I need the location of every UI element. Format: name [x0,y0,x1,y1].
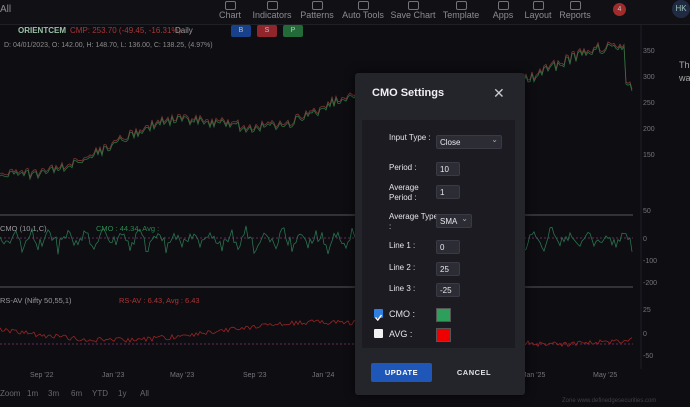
toolbar-icon [533,1,544,10]
field-input[interactable]: 25 [436,262,460,276]
timeframe[interactable]: Daily [175,26,193,35]
side-text: Th [679,60,690,70]
side-text: wa [679,73,690,83]
settings-panel: Input Type : Close ⌄ Period :10 Average Peri… [362,120,515,348]
toolbar-item[interactable]: Chart [205,1,255,20]
toolbar-item[interactable]: Patterns [292,1,342,20]
axis-label: 350 [643,48,655,55]
axis-label: 0 [643,331,647,338]
close-button[interactable]: ✕ [493,85,505,101]
zoom-button[interactable]: All [140,389,149,398]
x-label: Sep '22 [30,372,54,379]
toolbar-icon [570,1,581,10]
axis-label: 300 [643,74,655,81]
toolbar-item[interactable]: Save Chart [388,1,438,20]
field-input[interactable]: 10 [436,162,460,176]
settings-modal: CMO Settings ✕ Input Type : Close ⌄ Period … [355,73,525,395]
zoom-button[interactable]: 3m [48,389,60,398]
checkbox[interactable] [374,309,383,322]
watermark: Zone www.definedgesecurities.com [562,398,657,404]
update-button[interactable]: UPDATE [371,363,432,382]
price-line [0,41,633,179]
x-label: Jan '24 [312,372,335,379]
trade-button[interactable]: B [231,25,251,37]
zoom-button[interactable]: YTD [92,389,108,398]
cancel-button[interactable]: CANCEL [456,368,492,377]
zoom-button[interactable]: 1y [118,389,127,398]
axis-label: -50 [643,353,654,360]
toolbar-item[interactable]: Layout [513,1,563,20]
toolbar-item[interactable]: Indicators [247,1,297,20]
field-label: Average Period : [389,183,419,202]
axis-label: -200 [643,280,658,287]
toolbar-item[interactable]: Reports [550,1,600,20]
check-mark [374,314,383,322]
x-label: May '25 [593,372,618,379]
field-label: Input Type : [389,133,431,142]
indicator-name: CMO (10,1,C) [0,224,47,233]
indicator-name: RS-AV (Nifty 50,55,1) [0,296,72,305]
axis-label: 200 [643,126,655,133]
notification-badge[interactable]: 4 [613,3,626,16]
indicator-value: RS-AV : 6.43, Avg : 6.43 [119,296,200,305]
field-label: Period : [389,163,417,172]
all-menu[interactable]: All [0,4,12,15]
color-swatch[interactable] [436,308,451,322]
checkbox[interactable] [374,329,383,338]
toolbar-item[interactable]: Template [436,1,486,20]
field-label: Line 1 : [389,241,416,250]
toolbar-icon [498,1,509,10]
toolbar-icon [358,1,369,10]
toolbar-icon [456,1,467,10]
trade-button[interactable]: S [257,25,277,37]
field-input[interactable]: 0 [436,240,460,254]
toolbar-icon [312,1,323,10]
field-input[interactable]: SMA ⌄ [436,214,472,228]
dropdown-caret: ⌄ [491,135,498,144]
toolbar: All Chart Indicators Patterns Auto Tools Sav… [0,0,690,25]
field-label: Line 2 : [389,263,416,272]
chart-canvas [0,24,642,369]
field-input[interactable]: 1 [436,185,460,199]
x-label: May '23 [170,372,195,379]
field-label: Average Type : [389,212,439,231]
toolbar-item[interactable]: Auto Tools [338,1,388,20]
toggle-label: AVG : [389,329,413,339]
axis-label: 0 [643,236,647,243]
toolbar-icon [225,1,236,10]
ohlc: D: 04/01/2023, O: 142.00, H: 148.70, L: … [4,42,213,49]
x-label: Jan '23 [102,372,125,379]
axis-label: 50 [643,208,651,215]
color-swatch[interactable] [436,328,451,342]
rs-line [0,319,633,348]
toolbar-icon [408,1,419,10]
modal-title: CMO Settings [372,87,445,99]
x-label: Sep '23 [243,372,267,379]
cmo-line [0,222,633,255]
zoom-button[interactable]: 1m [27,389,39,398]
field-label: Line 3 : [389,284,416,293]
axis-label: 25 [643,307,651,314]
x-label: Jan '25 [523,372,546,379]
field-input[interactable]: -25 [436,283,460,297]
axis-label: 250 [643,100,655,107]
zoom-button: Zoom [0,389,21,398]
axis-label: -100 [643,258,658,265]
quote: CMP: 253.70 (-49.45, -16.31%) [70,26,182,35]
avatar[interactable]: HK [672,0,690,18]
field-input[interactable]: Close ⌄ [436,135,502,149]
zoom-button[interactable]: 6m [71,389,83,398]
indicator-value: CMO : 44.34, Avg : [96,224,160,233]
dropdown-caret: ⌄ [461,214,468,223]
toolbar-item[interactable]: Apps [478,1,528,20]
price-line [0,43,633,181]
toolbar-icon [267,1,278,10]
axis-label: 150 [643,152,655,159]
trade-button[interactable]: P [283,25,303,37]
symbol[interactable]: ORIENTCEM [18,26,66,35]
toggle-label: CMO : [389,309,415,319]
